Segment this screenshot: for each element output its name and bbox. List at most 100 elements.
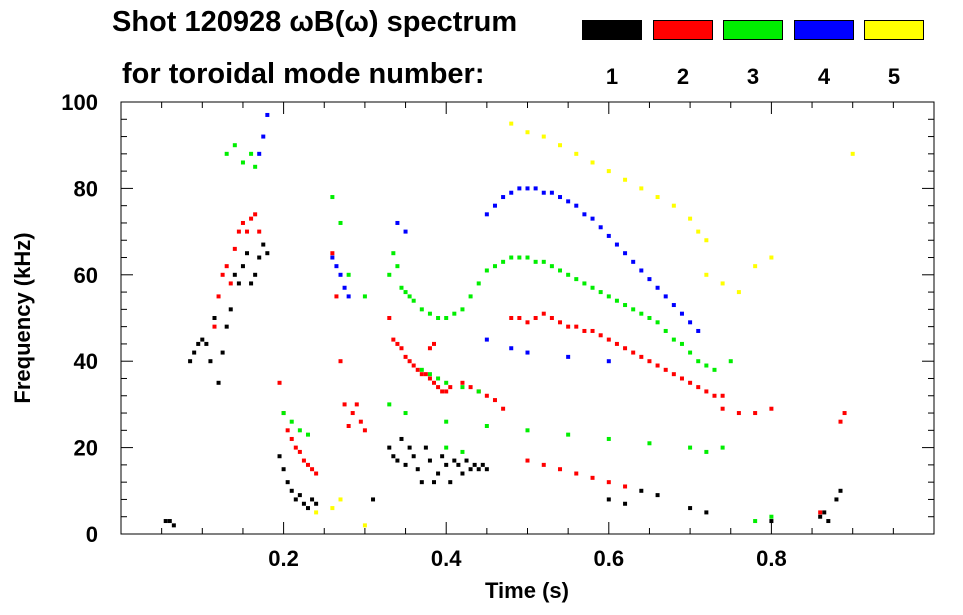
data-point (533, 316, 538, 320)
data-point (289, 419, 294, 424)
data-point (688, 445, 693, 450)
data-point (444, 419, 449, 424)
y-tick-labels: 0 20 40 60 80 100 (61, 90, 98, 547)
data-point (249, 151, 254, 156)
data-point (850, 151, 855, 156)
data-point (480, 462, 485, 467)
legend-label-mode-5: 5 (887, 64, 901, 89)
data-point (399, 436, 404, 441)
data-point (212, 324, 217, 329)
data-point (444, 445, 449, 450)
data-point (265, 112, 270, 117)
data-point (476, 281, 481, 286)
x-tick-label: 0.8 (756, 546, 787, 571)
data-point (541, 259, 546, 264)
data-point (432, 480, 437, 485)
data-point (525, 130, 530, 135)
legend-label-mode-3: 3 (746, 64, 760, 89)
data-point (220, 350, 225, 355)
data-point (338, 272, 343, 277)
data-point (549, 190, 554, 195)
data-point (342, 285, 347, 290)
data-point (639, 488, 644, 493)
data-point (395, 264, 400, 269)
data-point (623, 303, 628, 308)
data-point (728, 359, 733, 364)
data-point (606, 497, 611, 502)
data-point (346, 294, 351, 299)
data-point (582, 281, 587, 286)
data-point (245, 229, 250, 234)
data-point (541, 462, 546, 467)
data-point (671, 337, 676, 342)
data-point (310, 467, 315, 472)
data-point (574, 324, 579, 329)
data-point (436, 376, 441, 381)
data-point (293, 497, 298, 502)
data-point (606, 337, 611, 342)
data-point (623, 501, 628, 506)
data-point (395, 458, 400, 463)
data-point (688, 320, 693, 325)
x-axis-title: Time (s) (485, 578, 569, 603)
data-point (403, 290, 408, 295)
data-point (566, 272, 571, 277)
legend-swatch-mode-5 (864, 20, 924, 40)
data-point (468, 385, 473, 390)
data-point (509, 346, 514, 351)
data-point (614, 341, 619, 346)
data-point (753, 264, 758, 269)
data-point (440, 389, 445, 394)
data-point (558, 467, 563, 472)
data-point (403, 462, 408, 467)
data-point (301, 458, 306, 463)
data-point (842, 411, 847, 416)
data-point (679, 341, 684, 346)
data-point (200, 337, 205, 342)
legend-label-mode-4: 4 (817, 64, 831, 89)
data-point (655, 285, 660, 290)
data-point (314, 501, 319, 506)
data-point (228, 307, 233, 312)
data-point (606, 233, 611, 238)
data-point (712, 393, 717, 398)
legend-swatch-mode-3 (723, 20, 783, 40)
data-point (216, 294, 221, 299)
data-point (720, 393, 725, 398)
data-point (484, 337, 489, 342)
data-point (314, 471, 319, 476)
data-point (606, 436, 611, 441)
plot-frame (120, 101, 935, 535)
data-point (720, 281, 725, 286)
data-point (196, 341, 201, 346)
data-point (419, 480, 424, 485)
y-axis-title: Frequency (kHz) (10, 232, 35, 403)
data-point (492, 264, 497, 269)
data-point (558, 195, 563, 200)
data-point (484, 393, 489, 398)
data-point (753, 519, 758, 524)
data-point (452, 311, 457, 316)
data-point (688, 506, 693, 511)
data-point (590, 216, 595, 221)
data-point (289, 488, 294, 493)
data-point (419, 307, 424, 312)
data-point (423, 372, 428, 377)
data-point (558, 143, 563, 148)
data-point (639, 311, 644, 316)
data-point (444, 316, 449, 320)
data-point (305, 506, 310, 511)
data-point (671, 372, 676, 377)
data-point (240, 160, 245, 165)
data-point (822, 510, 827, 515)
data-point (472, 462, 477, 467)
data-point (427, 311, 432, 316)
data-point (753, 411, 758, 416)
data-point (671, 303, 676, 308)
data-point (399, 346, 404, 351)
data-point (517, 186, 522, 191)
data-point (769, 255, 774, 260)
data-point (464, 458, 469, 463)
data-point (639, 268, 644, 273)
data-point (346, 424, 351, 428)
